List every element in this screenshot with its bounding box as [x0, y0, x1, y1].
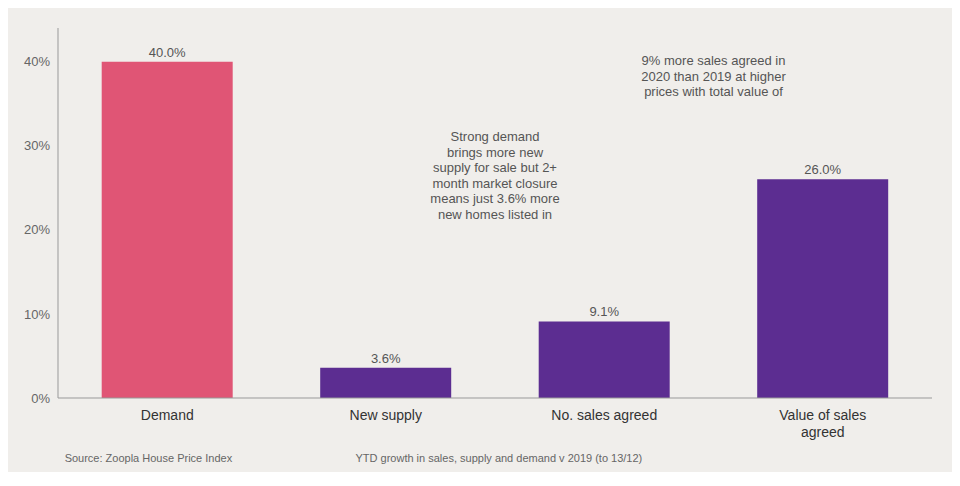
html-text:Strong demand brings more new: Strong demand brings more new supply for… [430, 128, 560, 222]
svg-text:No. sales agreed: No. sales agreed [551, 407, 657, 423]
svg-text:26.0%: 26.0% [804, 162, 841, 177]
svg-text:3.6%: 3.6% [371, 351, 401, 366]
html-text:YTD growth in sales, supply an: YTD growth in sales, supply and demand v… [355, 452, 643, 464]
html-text:Source: Zoopla House Price Ind: Source: Zoopla House Price Index [64, 452, 233, 464]
svg-text:New supply: New supply [350, 407, 422, 423]
svg-text:40.0%: 40.0% [149, 45, 186, 60]
svg-text:Value of salesagreed: Value of salesagreed [779, 407, 866, 440]
svg-text:10%: 10% [24, 307, 50, 322]
svg-text:40%: 40% [24, 54, 50, 69]
svg-text:Demand: Demand [141, 407, 194, 423]
svg-text:30%: 30% [24, 138, 50, 153]
svg-text:9.1%: 9.1% [589, 304, 619, 319]
html-text:9% more sales agreed in 2020 t: 9% more sales agreed in 2020 than 2019 a… [641, 53, 786, 100]
svg-text:0%: 0% [31, 391, 50, 406]
svg-text:20%: 20% [24, 222, 50, 237]
